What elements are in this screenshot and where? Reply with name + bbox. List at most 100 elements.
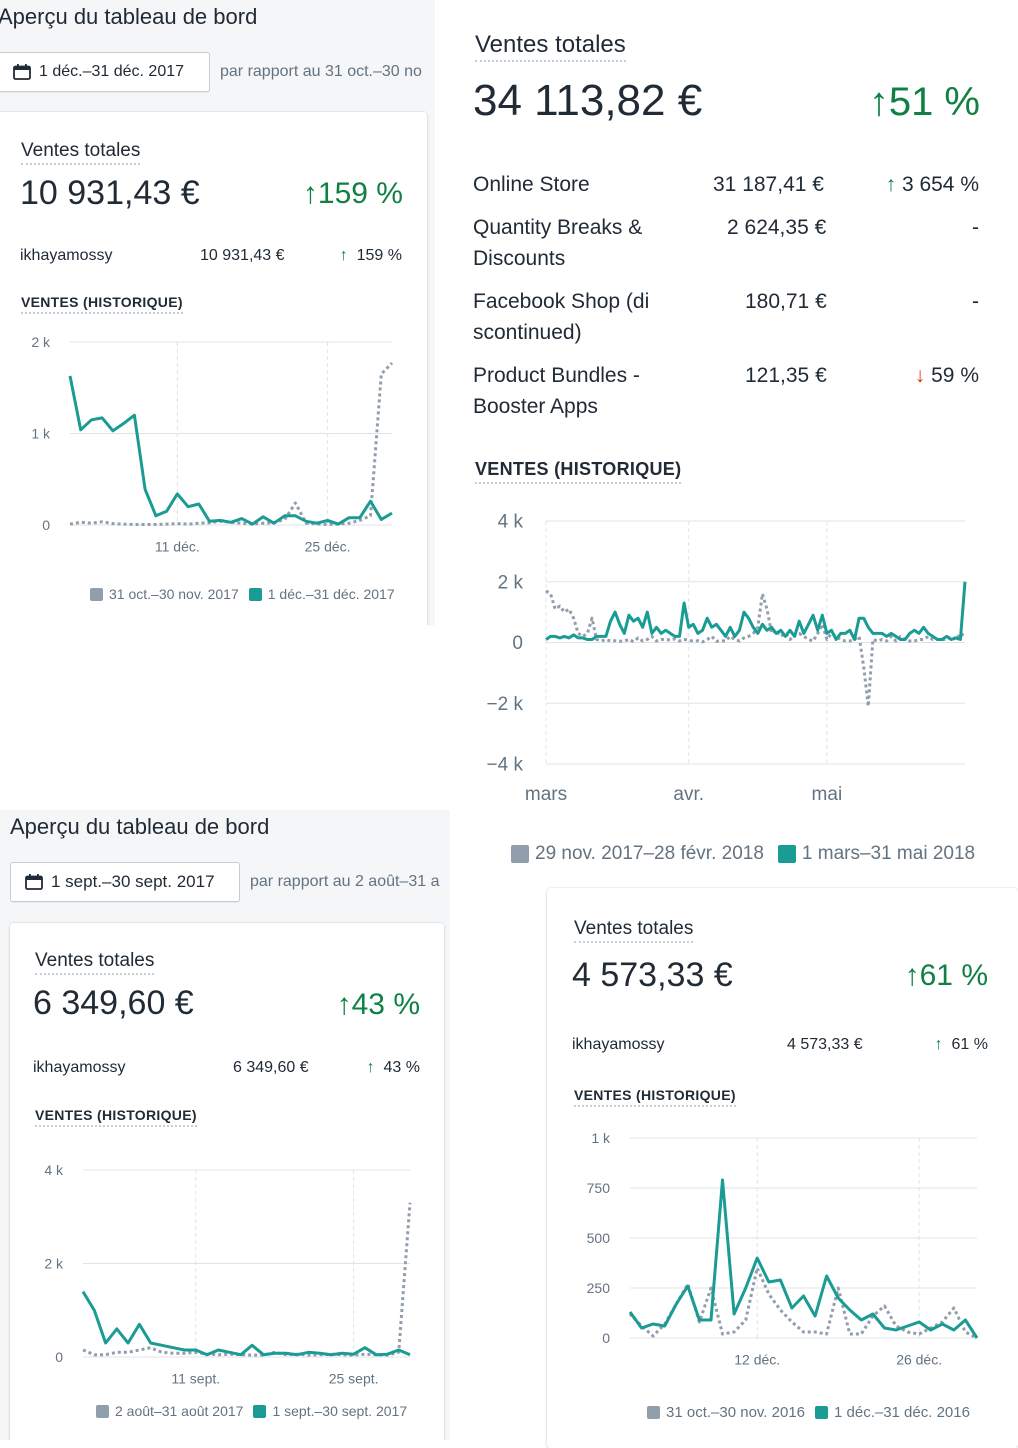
x-tick-label: 26 déc. <box>896 1352 942 1368</box>
channel-change: - <box>972 212 979 243</box>
y-tick-label: 250 <box>587 1280 611 1296</box>
channel-change: ↑ 159 % <box>340 247 402 265</box>
total-sales-value: 10 931,43 € <box>20 174 200 212</box>
comparison-label: par rapport au 31 oct.–30 no <box>220 63 422 80</box>
total-sales-card: Ventes totales 4 573,33 € ↑61 % ikhayamo… <box>547 888 1018 1448</box>
y-tick-label: −2 k <box>487 694 524 715</box>
channel-value: 121,35 € <box>745 364 827 387</box>
y-tick-label: −4 k <box>487 755 524 776</box>
card-title[interactable]: Ventes totales <box>21 140 141 165</box>
arrow-up-icon: ↑ <box>339 247 348 264</box>
series-line-current <box>628 1178 979 1339</box>
channel-change-value: - <box>972 216 979 239</box>
series-line-previous <box>628 1266 978 1340</box>
channel-value: 31 187,41 € <box>713 173 824 196</box>
series-line-previous <box>69 361 394 526</box>
total-sales-change: ↑61 % <box>905 959 988 993</box>
legend-swatch-current <box>248 587 262 601</box>
date-range-button[interactable]: 1 déc.–31 déc. 2017 <box>0 52 210 92</box>
channel-change-value: 159 % <box>356 247 402 264</box>
y-tick-label: 4 k <box>44 1162 64 1178</box>
arrow-up-icon: ↑ <box>885 173 897 196</box>
sales-history-chart: 0 2 k 4 k 11 sept. 25 sept. <box>44 1162 412 1387</box>
total-sales-change: ↑51 % <box>869 80 980 125</box>
change-value: 159 % <box>317 177 403 210</box>
y-tick-label: 0 <box>512 633 523 654</box>
history-title[interactable]: VENTES (HISTORIQUE) <box>21 294 183 314</box>
legend-swatch-previous <box>511 845 529 863</box>
legend-current: 1 sept.–30 sept. 2017 <box>272 1403 408 1419</box>
legend-previous: 29 nov. 2017–28 févr. 2018 <box>535 843 764 864</box>
channel-name: Online Store <box>473 173 590 196</box>
y-tick-label: 2 k <box>498 572 524 593</box>
card-title[interactable]: Ventes totales <box>574 918 694 943</box>
sales-history-chart: 0 250 500 750 1 k 12 déc. 26 déc. <box>587 1130 979 1368</box>
page-title: Aperçu du tableau de bord <box>10 814 270 839</box>
change-value: 61 % <box>919 959 988 992</box>
history-title[interactable]: VENTES (HISTORIQUE) <box>475 459 682 484</box>
channel-value: 4 573,33 € <box>787 1036 863 1053</box>
arrow-down-icon: ↓ <box>914 364 926 387</box>
channel-name: ikhayamossy <box>20 247 113 264</box>
total-sales-change: ↑159 % <box>303 177 403 211</box>
channel-name: Product Bundles - Booster Apps <box>473 364 640 418</box>
channel-change: ↑ 43 % <box>367 1059 420 1077</box>
legend-swatch-current <box>815 1406 828 1419</box>
total-sales-value: 34 113,82 € <box>473 76 703 125</box>
x-tick-label: avr. <box>673 784 704 805</box>
date-range-button[interactable]: 1 sept.–30 sept. 2017 <box>10 862 240 902</box>
channel-name: ikhayamossy <box>33 1059 126 1076</box>
card-title[interactable]: Ventes totales <box>475 31 626 62</box>
page-title: Aperçu du tableau de bord <box>0 4 258 29</box>
legend-current: 1 mars–31 mai 2018 <box>801 843 976 864</box>
x-tick-label: 11 sept. <box>171 1371 220 1387</box>
y-tick-label: 0 <box>42 517 50 533</box>
total-sales-card: Ventes totales 10 931,43 € ↑159 % ikhaya… <box>0 112 427 625</box>
legend-swatch-previous <box>647 1406 660 1419</box>
legend-current: 1 déc.–31 déc. 2017 <box>267 586 395 602</box>
total-sales-value: 6 349,60 € <box>33 984 194 1022</box>
arrow-up-icon: ↑ <box>868 80 889 124</box>
legend-current: 1 déc.–31 déc. 2016 <box>834 1404 970 1421</box>
total-sales-card: Ventes totales 6 349,60 € ↑43 % ikhayamo… <box>10 923 444 1440</box>
y-tick-label: 750 <box>587 1180 611 1196</box>
y-tick-label: 0 <box>55 1349 63 1365</box>
history-title[interactable]: VENTES (HISTORIQUE) <box>35 1107 197 1127</box>
chart-legend: 31 oct.–30 nov. 2017 1 déc.–31 déc. 2017 <box>90 586 395 602</box>
date-range-label: 1 déc.–31 déc. 2017 <box>39 63 185 80</box>
legend-swatch-previous <box>90 587 103 601</box>
sales-history-chart: 0 1 k 2 k 11 déc. 25 déc. <box>31 334 394 555</box>
arrow-up-icon: ↑ <box>904 959 920 992</box>
arrow-up-icon: ↑ <box>366 1059 375 1076</box>
channel-change-value: 59 % <box>931 364 979 387</box>
calendar-icon <box>25 874 43 890</box>
y-tick-label: 1 k <box>31 425 51 441</box>
y-tick-label: 2 k <box>44 1255 64 1271</box>
date-range-label: 1 sept.–30 sept. 2017 <box>51 872 215 891</box>
channel-value: 180,71 € <box>745 290 827 313</box>
legend-previous: 31 oct.–30 nov. 2017 <box>109 586 239 602</box>
legend-previous: 31 oct.–30 nov. 2016 <box>666 1404 805 1421</box>
channel-change-value: 3 654 % <box>901 173 979 196</box>
history-title[interactable]: VENTES (HISTORIQUE) <box>574 1087 736 1107</box>
channel-change: ↑ 61 % <box>935 1036 988 1054</box>
series-line-current <box>81 1290 411 1357</box>
x-tick-label: mars <box>525 784 567 805</box>
x-tick-label: 12 déc. <box>734 1352 780 1368</box>
arrow-up-icon: ↑ <box>336 988 352 1021</box>
total-sales-value: 4 573,33 € <box>572 956 733 994</box>
chart-legend: 29 nov. 2017–28 févr. 2018 1 mars–31 mai… <box>511 843 975 865</box>
dashboard-panel-sep-2017: Aperçu du tableau de bord 1 sept.–30 sep… <box>0 810 450 1440</box>
channel-change-value: 61 % <box>951 1036 988 1053</box>
y-tick-label: 4 k <box>498 512 524 533</box>
x-tick-label: 25 sept. <box>329 1371 379 1387</box>
change-value: 51 % <box>888 80 980 124</box>
channel-value: 6 349,60 € <box>233 1059 309 1076</box>
dashboard-panel-mar-may-2018: Ventes totales 34 113,82 € ↑51 % Online … <box>450 0 1005 885</box>
chart-legend: 31 oct.–30 nov. 2016 1 déc.–31 déc. 2016 <box>647 1404 970 1421</box>
series-line-previous <box>82 1202 412 1357</box>
calendar-icon <box>13 64 31 80</box>
legend-swatch-current <box>777 845 796 863</box>
y-tick-label: 1 k <box>591 1130 611 1146</box>
card-title[interactable]: Ventes totales <box>35 950 155 975</box>
